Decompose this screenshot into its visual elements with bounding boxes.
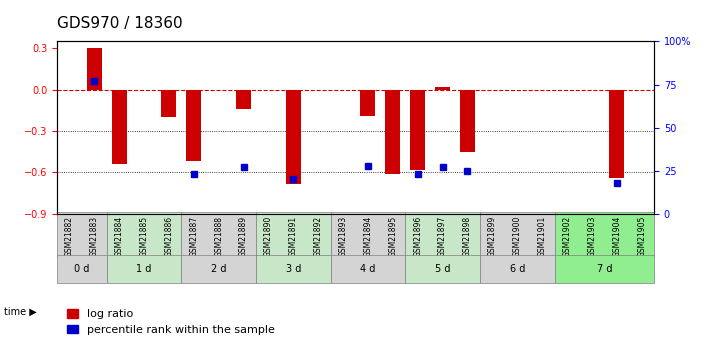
- Bar: [360, 90, 375, 116]
- FancyBboxPatch shape: [181, 255, 256, 283]
- FancyBboxPatch shape: [331, 212, 405, 257]
- Text: GSM21893: GSM21893: [338, 216, 348, 257]
- Text: GSM21892: GSM21892: [314, 216, 323, 257]
- Text: GSM21904: GSM21904: [612, 216, 621, 257]
- Text: GSM21898: GSM21898: [463, 216, 472, 257]
- Text: 6 d: 6 d: [510, 264, 525, 274]
- Text: GSM21899: GSM21899: [488, 216, 497, 257]
- Text: GSM21883: GSM21883: [90, 216, 99, 257]
- Text: GSM21896: GSM21896: [413, 216, 422, 257]
- Text: GSM21902: GSM21902: [562, 216, 572, 257]
- Text: GSM21897: GSM21897: [438, 216, 447, 257]
- Text: GSM21889: GSM21889: [239, 216, 248, 257]
- FancyBboxPatch shape: [57, 212, 107, 257]
- Text: GDS970 / 18360: GDS970 / 18360: [57, 16, 183, 31]
- Bar: [87, 48, 102, 90]
- Text: GSM21890: GSM21890: [264, 216, 273, 257]
- Text: 4 d: 4 d: [360, 264, 375, 274]
- FancyBboxPatch shape: [405, 212, 480, 257]
- FancyBboxPatch shape: [331, 255, 405, 283]
- Text: 0 d: 0 d: [74, 264, 90, 274]
- Text: 7 d: 7 d: [597, 264, 612, 274]
- Legend: log ratio, percentile rank within the sample: log ratio, percentile rank within the sa…: [63, 305, 279, 339]
- FancyBboxPatch shape: [480, 212, 555, 257]
- FancyBboxPatch shape: [480, 255, 555, 283]
- Text: time ▶: time ▶: [4, 307, 36, 317]
- Text: GSM21901: GSM21901: [538, 216, 547, 257]
- Bar: [609, 90, 624, 178]
- Bar: [385, 90, 400, 174]
- Text: GSM21886: GSM21886: [164, 216, 173, 257]
- Bar: [112, 90, 127, 164]
- FancyBboxPatch shape: [405, 255, 480, 283]
- Text: 3 d: 3 d: [286, 264, 301, 274]
- Bar: [460, 90, 475, 152]
- Bar: [161, 90, 176, 117]
- Bar: [286, 90, 301, 184]
- Text: 5 d: 5 d: [435, 264, 450, 274]
- Text: GSM21885: GSM21885: [139, 216, 149, 257]
- Text: GSM21900: GSM21900: [513, 216, 522, 257]
- Text: GSM21894: GSM21894: [363, 216, 373, 257]
- FancyBboxPatch shape: [57, 255, 107, 283]
- Text: GSM21882: GSM21882: [65, 216, 74, 257]
- FancyBboxPatch shape: [107, 212, 181, 257]
- Text: GSM21895: GSM21895: [388, 216, 397, 257]
- Text: GSM21884: GSM21884: [114, 216, 124, 257]
- Bar: [435, 87, 450, 90]
- FancyBboxPatch shape: [555, 255, 654, 283]
- FancyBboxPatch shape: [181, 212, 256, 257]
- FancyBboxPatch shape: [107, 255, 181, 283]
- Bar: [186, 90, 201, 161]
- Bar: [410, 90, 425, 170]
- Text: 2 d: 2 d: [211, 264, 226, 274]
- Text: GSM21888: GSM21888: [214, 216, 223, 257]
- Text: 1 d: 1 d: [137, 264, 151, 274]
- Bar: [236, 90, 251, 109]
- FancyBboxPatch shape: [555, 212, 654, 257]
- FancyBboxPatch shape: [256, 255, 331, 283]
- Text: GSM21891: GSM21891: [289, 216, 298, 257]
- FancyBboxPatch shape: [256, 212, 331, 257]
- Text: GSM21903: GSM21903: [587, 216, 597, 257]
- Text: GSM21905: GSM21905: [637, 216, 646, 257]
- Text: GSM21887: GSM21887: [189, 216, 198, 257]
